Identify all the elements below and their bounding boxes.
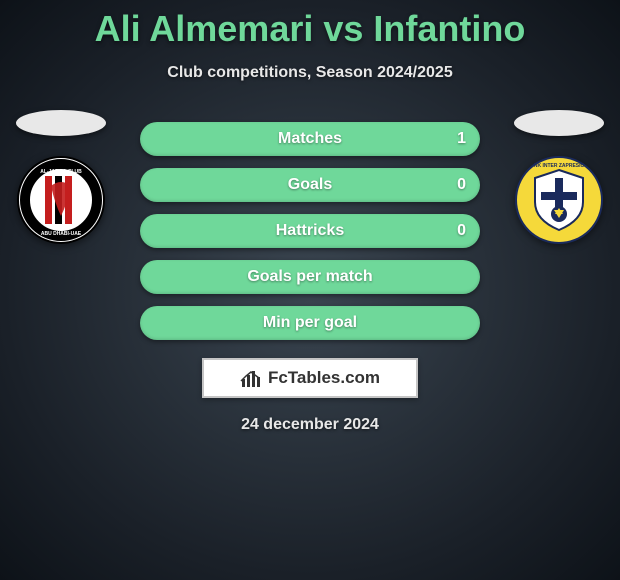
al-jazira-badge-icon: AL-JAZIRA CLUB ABU DHABI-UAE — [17, 156, 105, 244]
stat-row-min-per-goal: Min per goal — [140, 306, 480, 340]
svg-text:AL-JAZIRA CLUB: AL-JAZIRA CLUB — [40, 169, 82, 175]
content-wrap: AL-JAZIRA CLUB ABU DHABI-UAE NK INTER ZA… — [0, 122, 620, 434]
bar-chart-icon — [240, 367, 262, 389]
stat-label: Goals — [288, 176, 332, 194]
brand-text: FcTables.com — [268, 368, 380, 388]
left-club-badge: AL-JAZIRA CLUB ABU DHABI-UAE — [17, 156, 105, 244]
stat-row-goals: Goals 0 — [140, 168, 480, 202]
brand-box[interactable]: FcTables.com — [202, 358, 418, 398]
stat-label: Min per goal — [263, 314, 357, 332]
right-player-oval — [514, 110, 604, 136]
inter-zapresic-badge-icon: NK INTER ZAPRESIC — [515, 156, 603, 244]
left-player-oval — [16, 110, 106, 136]
stat-right-value: 0 — [457, 168, 466, 202]
date-line: 24 december 2024 — [0, 416, 620, 434]
stat-right-value: 1 — [457, 122, 466, 156]
right-player-col: NK INTER ZAPRESIC — [504, 110, 614, 244]
stats-column: Matches 1 Goals 0 Hattricks 0 Goals per … — [140, 122, 480, 340]
stat-row-goals-per-match: Goals per match — [140, 260, 480, 294]
right-club-badge: NK INTER ZAPRESIC — [515, 156, 603, 244]
left-player-col: AL-JAZIRA CLUB ABU DHABI-UAE — [6, 110, 116, 244]
subtitle: Club competitions, Season 2024/2025 — [0, 64, 620, 82]
stat-label: Matches — [278, 130, 342, 148]
svg-text:ABU DHABI-UAE: ABU DHABI-UAE — [41, 231, 82, 237]
stat-label: Goals per match — [247, 268, 372, 286]
stat-row-matches: Matches 1 — [140, 122, 480, 156]
stat-right-value: 0 — [457, 214, 466, 248]
svg-text:NK INTER ZAPRESIC: NK INTER ZAPRESIC — [534, 163, 585, 169]
stat-row-hattricks: Hattricks 0 — [140, 214, 480, 248]
stat-label: Hattricks — [276, 222, 344, 240]
page-title: Ali Almemari vs Infantino — [0, 0, 620, 50]
